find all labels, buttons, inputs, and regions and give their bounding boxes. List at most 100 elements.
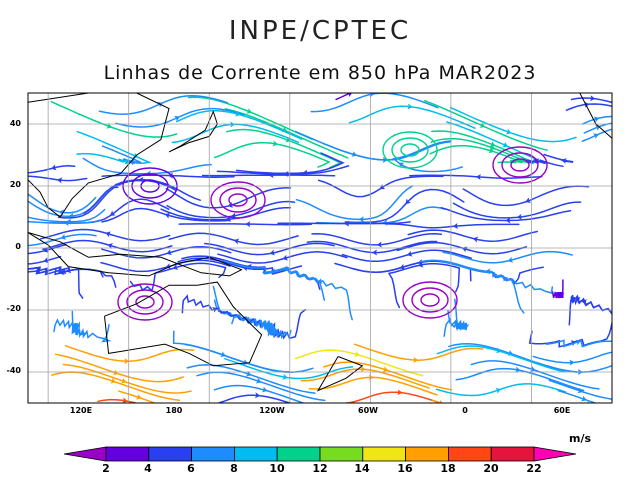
streamline-arrow (58, 209, 65, 216)
streamline (387, 262, 461, 309)
streamline-arrow (452, 222, 459, 229)
streamline-arrow (593, 116, 600, 123)
streamline-arrow (581, 395, 587, 402)
indonesia-outline (28, 232, 243, 277)
streamline-arrow (418, 261, 424, 268)
streamline-arrow (479, 122, 486, 128)
streamline-arrow (269, 249, 275, 256)
vortex-loop (126, 289, 164, 315)
colorbar-bin (105, 446, 150, 462)
streamline-arrow (51, 164, 57, 171)
streamline-arrow (172, 264, 179, 270)
streamline (226, 128, 343, 169)
colorbar (63, 446, 577, 462)
streamline (181, 294, 262, 328)
streamline (101, 145, 142, 165)
streamline (57, 179, 177, 219)
streamline (308, 376, 438, 396)
streamline-arrow (282, 254, 289, 261)
colorbar-label: 6 (187, 462, 195, 475)
streamline-arrow (525, 197, 531, 204)
streamline-arrow (261, 386, 268, 393)
streamline-arrow (372, 249, 378, 256)
streamline (28, 233, 97, 247)
streamline (353, 343, 484, 361)
streamline-arrow (475, 174, 482, 181)
streamline-arrow (507, 256, 514, 263)
streamline-arrow (138, 176, 144, 183)
streamline-arrow (43, 257, 49, 264)
streamline-arrow (346, 93, 353, 97)
streamline-arrow (106, 122, 113, 129)
colorbar-arrow-high (533, 446, 577, 462)
streamline-arrow (379, 184, 386, 190)
header: INPE/CPTEC Linhas de Corrente em 850 hPa… (0, 0, 640, 90)
streamline (62, 363, 192, 394)
streamline (178, 223, 312, 226)
lat-label-20: 20 (10, 180, 22, 189)
streamline-arrow (233, 238, 240, 245)
streamline (300, 368, 430, 389)
streamline-arrow (577, 387, 584, 394)
streamline-arrow (495, 387, 502, 394)
streamline-arrow (255, 377, 262, 384)
vortex-loop (219, 187, 257, 213)
streamline-arrow (382, 156, 388, 163)
colorbar-bin (405, 446, 449, 462)
vortex-loop (420, 293, 440, 307)
streamline (584, 402, 587, 403)
vortex-loop (391, 137, 429, 163)
streamline (262, 266, 353, 321)
streamline (335, 93, 353, 101)
streamline-arrow (516, 213, 523, 220)
colorbar-bin (191, 446, 235, 462)
streamline (201, 174, 336, 177)
colorbar-label: 4 (144, 462, 152, 475)
streamline-arrow (72, 324, 79, 330)
streamline (392, 140, 463, 173)
lon-label-120e: 120E (70, 406, 92, 415)
streamline-arrow (472, 236, 479, 243)
streamline-arrow (358, 216, 364, 223)
streamline-arrow (268, 329, 275, 336)
streamline-arrow (254, 392, 261, 399)
streamline (28, 255, 62, 265)
streamline (323, 361, 453, 391)
vortex-loop (501, 152, 539, 178)
streamline-arrow (488, 147, 495, 154)
streamline (54, 353, 184, 383)
new-zealand-outline (316, 356, 364, 392)
streamline-arrow (593, 133, 599, 139)
colorbar-unit: m/s (569, 432, 591, 445)
streamline-arrow (174, 115, 180, 122)
vortex-loop (411, 287, 449, 313)
streamline-arrow (107, 243, 114, 249)
streamline (532, 351, 612, 364)
streamline (435, 383, 567, 397)
colorbar-label: 20 (483, 462, 499, 475)
streamline-arrow (120, 377, 127, 384)
colorbar-label: 8 (230, 462, 238, 475)
streamline (386, 223, 520, 229)
streamline-arrow (268, 172, 274, 179)
streamline (213, 141, 331, 168)
streamline (424, 99, 548, 151)
streamline-arrow (124, 358, 130, 365)
streamline (160, 207, 292, 221)
lon-label-120w: 120W (259, 406, 285, 415)
vortex-loop (228, 193, 248, 207)
streamline-arrow (245, 221, 251, 228)
map-grid (28, 93, 612, 403)
streamline-arrow (502, 141, 509, 148)
streamline (442, 250, 573, 264)
streamline-arrow (60, 234, 67, 240)
lat-label-40: 40 (10, 119, 22, 128)
colorbar-label: 22 (526, 462, 541, 475)
streamline-arrow (317, 278, 323, 285)
streamline-arrow (590, 95, 596, 102)
streamline (118, 390, 158, 403)
colorbar-bin (148, 446, 193, 462)
streamline (419, 259, 525, 314)
streamline (42, 239, 173, 253)
colorbar-arrow-low (63, 446, 107, 462)
